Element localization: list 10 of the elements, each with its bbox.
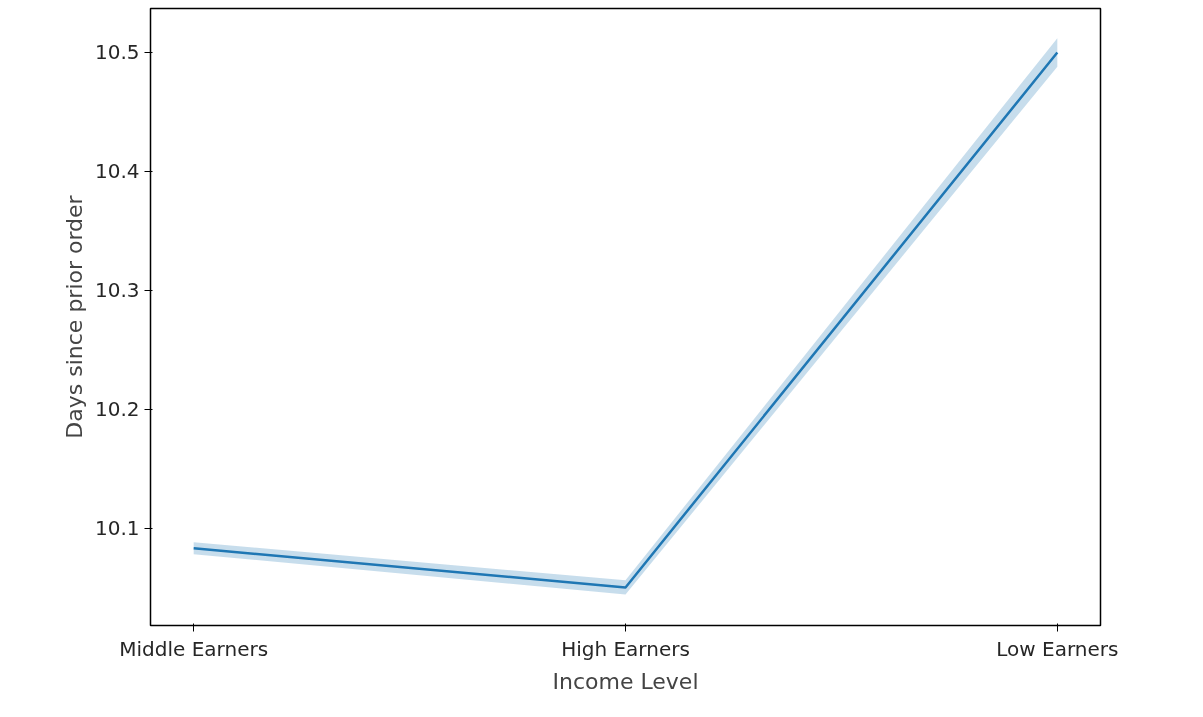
y-axis-title: Days since prior order bbox=[61, 194, 87, 439]
y-tick-label: 10.1 bbox=[94, 516, 140, 541]
x-tick-label: Middle Earners bbox=[119, 636, 269, 661]
x-tick-label: Low Earners bbox=[996, 636, 1119, 661]
y-tick-label: 10.3 bbox=[94, 278, 140, 303]
y-tick-label: 10.5 bbox=[94, 40, 140, 65]
x-tick-label: High Earners bbox=[561, 636, 690, 661]
y-tick-label: 10.4 bbox=[94, 159, 140, 184]
x-axis-title: Income Level bbox=[552, 668, 699, 694]
y-tick-label: 10.2 bbox=[94, 397, 140, 422]
